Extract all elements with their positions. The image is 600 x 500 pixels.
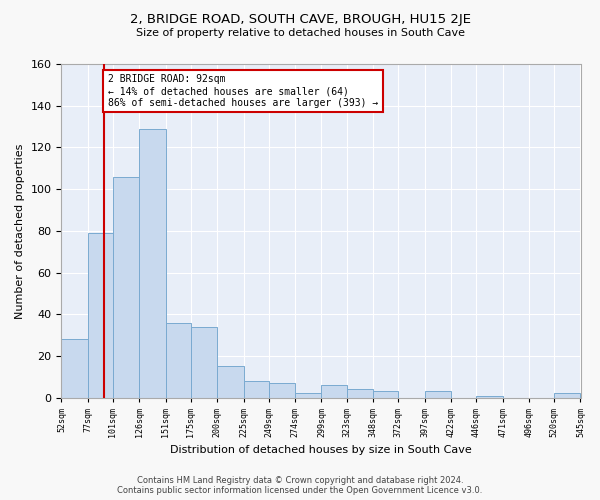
Bar (217, 366, 244, 398)
Text: 2, BRIDGE ROAD, SOUTH CAVE, BROUGH, HU15 2JE: 2, BRIDGE ROAD, SOUTH CAVE, BROUGH, HU15… (130, 12, 470, 26)
Bar (61, 340, 88, 398)
Bar (554, 394, 580, 398)
Bar (322, 385, 347, 398)
Bar (88, 233, 113, 398)
Bar (347, 390, 373, 398)
Bar (244, 381, 269, 398)
Text: Contains HM Land Registry data © Crown copyright and database right 2024.
Contai: Contains HM Land Registry data © Crown c… (118, 476, 482, 495)
Text: 2 BRIDGE ROAD: 92sqm
← 14% of detached houses are smaller (64)
86% of semi-detac: 2 BRIDGE ROAD: 92sqm ← 14% of detached h… (108, 74, 378, 108)
X-axis label: Distribution of detached houses by size in South Cave: Distribution of detached houses by size … (170, 445, 472, 455)
Text: Size of property relative to detached houses in South Cave: Size of property relative to detached ho… (136, 28, 464, 38)
Bar (166, 322, 191, 398)
Y-axis label: Number of detached properties: Number of detached properties (15, 143, 25, 318)
Bar (295, 394, 322, 398)
Bar (113, 176, 139, 398)
Bar (269, 383, 295, 398)
Bar (425, 392, 451, 398)
Bar (139, 128, 166, 398)
Bar (191, 326, 217, 398)
Bar (373, 392, 398, 398)
Bar (476, 396, 503, 398)
